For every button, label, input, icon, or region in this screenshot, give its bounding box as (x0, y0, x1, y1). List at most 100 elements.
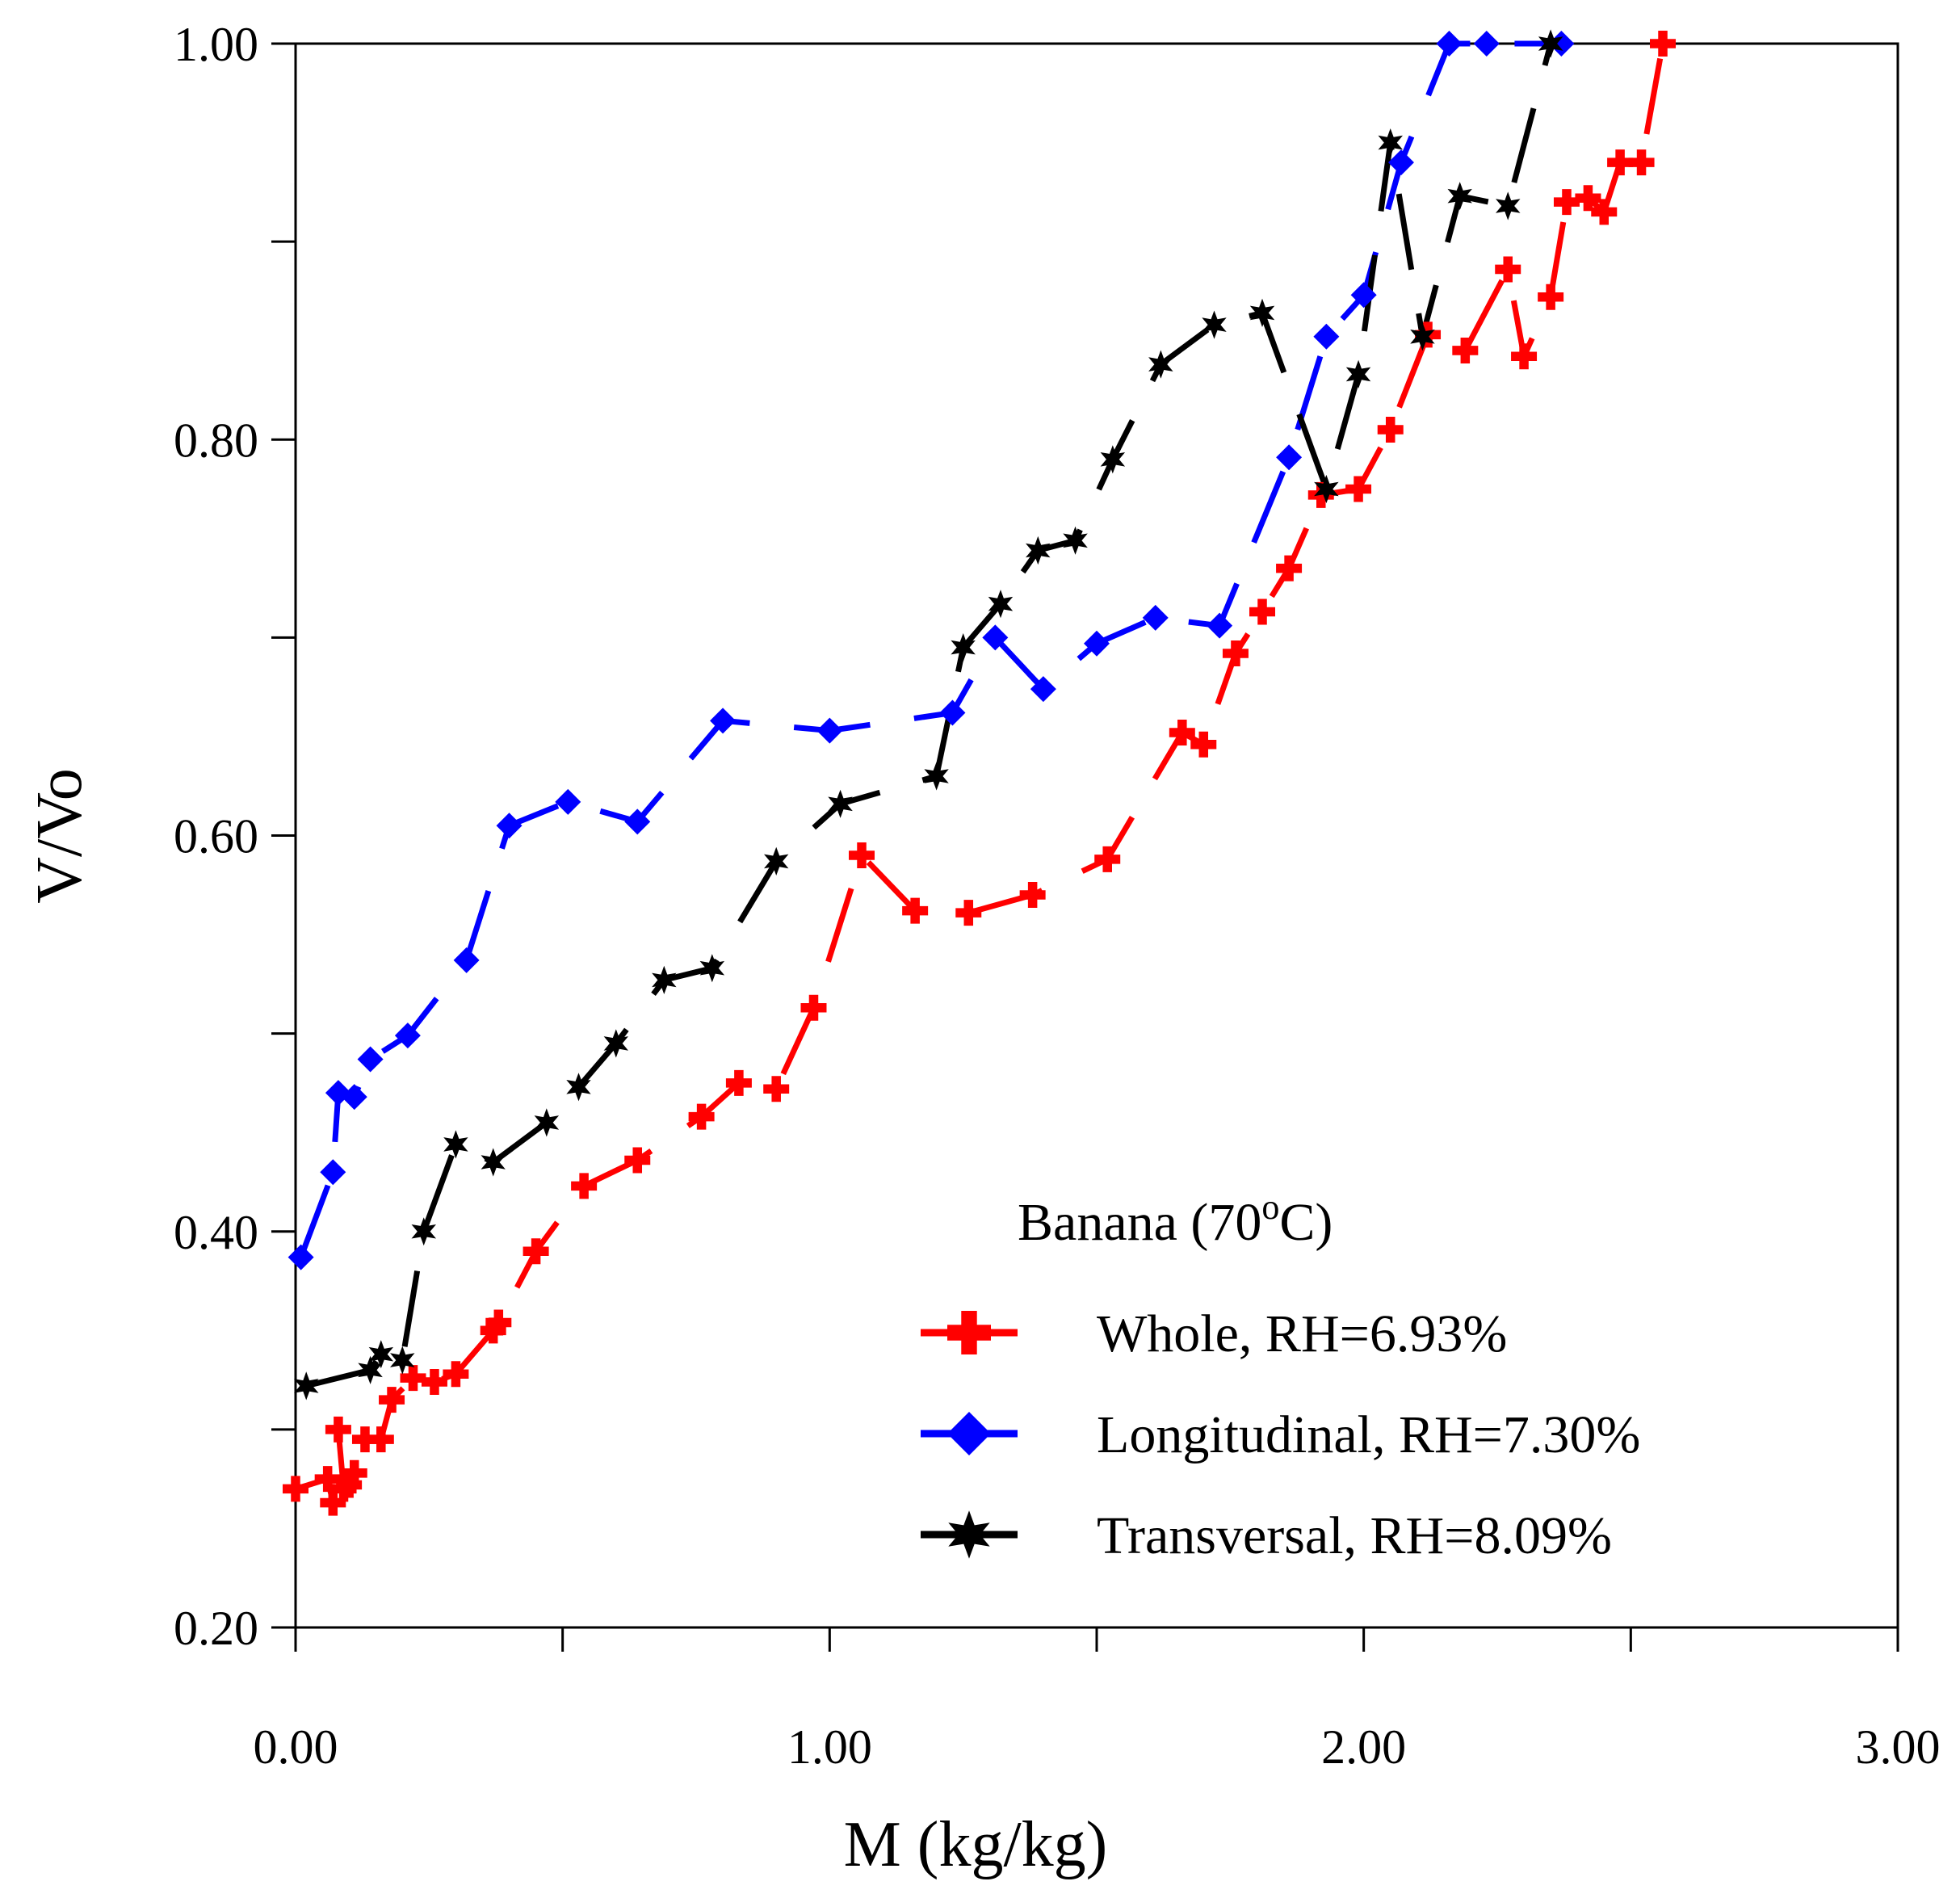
data-point (1148, 350, 1173, 379)
data-point (400, 1365, 426, 1392)
data-point (283, 1476, 308, 1502)
data-point (902, 897, 929, 924)
data-point (1190, 731, 1217, 758)
series-markers (283, 29, 1677, 1516)
data-point (1511, 343, 1538, 370)
data-point (443, 1361, 469, 1388)
data-point (988, 590, 1014, 619)
data-point (1169, 720, 1195, 746)
data-point (725, 1069, 752, 1096)
y-axis-ticks: 0.20 0.40 0.60 0.80 1.00 (174, 18, 296, 1655)
data-point (320, 1489, 346, 1516)
data-point (555, 788, 581, 815)
data-point (1575, 185, 1601, 212)
data-point (1142, 604, 1169, 631)
data-point (1350, 282, 1377, 309)
data-point (1628, 149, 1655, 176)
data-point (480, 1317, 506, 1344)
data-point (1019, 882, 1046, 909)
data-point (336, 1472, 363, 1498)
data-point (1030, 676, 1056, 703)
data-point (1591, 199, 1618, 225)
data-point (379, 1387, 405, 1413)
data-point (320, 1159, 346, 1186)
data-point (367, 1426, 394, 1453)
data-point (1548, 31, 1575, 57)
legend-title-main: Banana (70 (1018, 1193, 1261, 1252)
data-point (1345, 359, 1371, 388)
data-point (481, 1148, 506, 1177)
data-point (294, 1371, 319, 1401)
data-point (1026, 535, 1051, 565)
data-point (924, 762, 949, 791)
data-point (443, 1130, 468, 1159)
data-point (1276, 555, 1303, 582)
legend-entry-label: Whole, RH=6.93% (1097, 1304, 1507, 1363)
x-tick-label: 3.00 (1856, 1720, 1941, 1774)
data-point (358, 1355, 383, 1384)
data-point (1436, 31, 1463, 57)
data-point (1538, 283, 1564, 310)
x-tick-label: 2.00 (1321, 1720, 1406, 1774)
data-point (763, 1076, 790, 1102)
data-point (1473, 31, 1500, 57)
series-line-3 (305, 43, 1554, 1389)
data-point (939, 699, 966, 726)
data-point (390, 1346, 415, 1375)
y-tick-label: 0.20 (174, 1602, 258, 1655)
x-tick-label: 1.00 (787, 1720, 872, 1774)
data-point (764, 846, 789, 876)
y-tick-label: 1.00 (174, 18, 258, 71)
data-point (1495, 256, 1521, 283)
data-point (951, 633, 976, 662)
data-point (624, 808, 651, 835)
x-tick-label: 0.00 (254, 1720, 338, 1774)
data-point (1094, 846, 1121, 872)
data-point (287, 1244, 314, 1270)
legend: Banana (70oC) Whole, RH=6.93% Longitudina… (921, 1187, 1640, 1565)
data-point (1607, 149, 1634, 176)
data-point (710, 708, 737, 734)
data-point (1377, 416, 1404, 443)
data-point (1084, 630, 1110, 657)
data-point (699, 954, 725, 983)
series-line-2 (298, 40, 1562, 1258)
data-point (421, 1369, 447, 1396)
data-point (1100, 445, 1126, 474)
y-tick-label: 0.60 (174, 810, 258, 863)
legend-swatch-marker (947, 1412, 991, 1455)
data-point (982, 624, 1009, 651)
data-point (1410, 322, 1435, 351)
data-point (571, 1173, 598, 1199)
series-lines (294, 40, 1666, 1506)
data-point (394, 1023, 421, 1049)
data-point (1650, 31, 1677, 57)
data-point (603, 1029, 628, 1058)
data-point (1276, 444, 1303, 471)
legend-title-superscript: o (1261, 1187, 1279, 1227)
legend-title-end: C) (1279, 1193, 1333, 1252)
y-tick-label: 0.80 (174, 414, 258, 467)
legend-entry-label: Longitudinal, RH=7.30% (1097, 1405, 1640, 1464)
data-point (816, 717, 843, 744)
data-point (453, 947, 480, 973)
data-point (534, 1108, 560, 1137)
legend-entries: Whole, RH=6.93% Longitudinal, RH=7.30% Tra… (921, 1304, 1640, 1565)
data-point (1387, 149, 1414, 176)
data-point (325, 1416, 351, 1443)
data-point (368, 1340, 394, 1369)
data-point (800, 994, 827, 1021)
data-point (1378, 128, 1403, 157)
x-axis-label: M (kg/kg) (844, 1809, 1108, 1880)
data-point (341, 1084, 367, 1111)
y-axis-label: V/Vo (24, 768, 95, 903)
data-point (688, 1103, 715, 1130)
data-point (652, 965, 677, 994)
data-point (1447, 182, 1472, 211)
data-point (1452, 337, 1479, 363)
data-point (566, 1073, 591, 1102)
legend-swatch-marker (947, 1311, 991, 1354)
data-point (411, 1217, 436, 1246)
legend-swatch-marker (948, 1510, 990, 1559)
